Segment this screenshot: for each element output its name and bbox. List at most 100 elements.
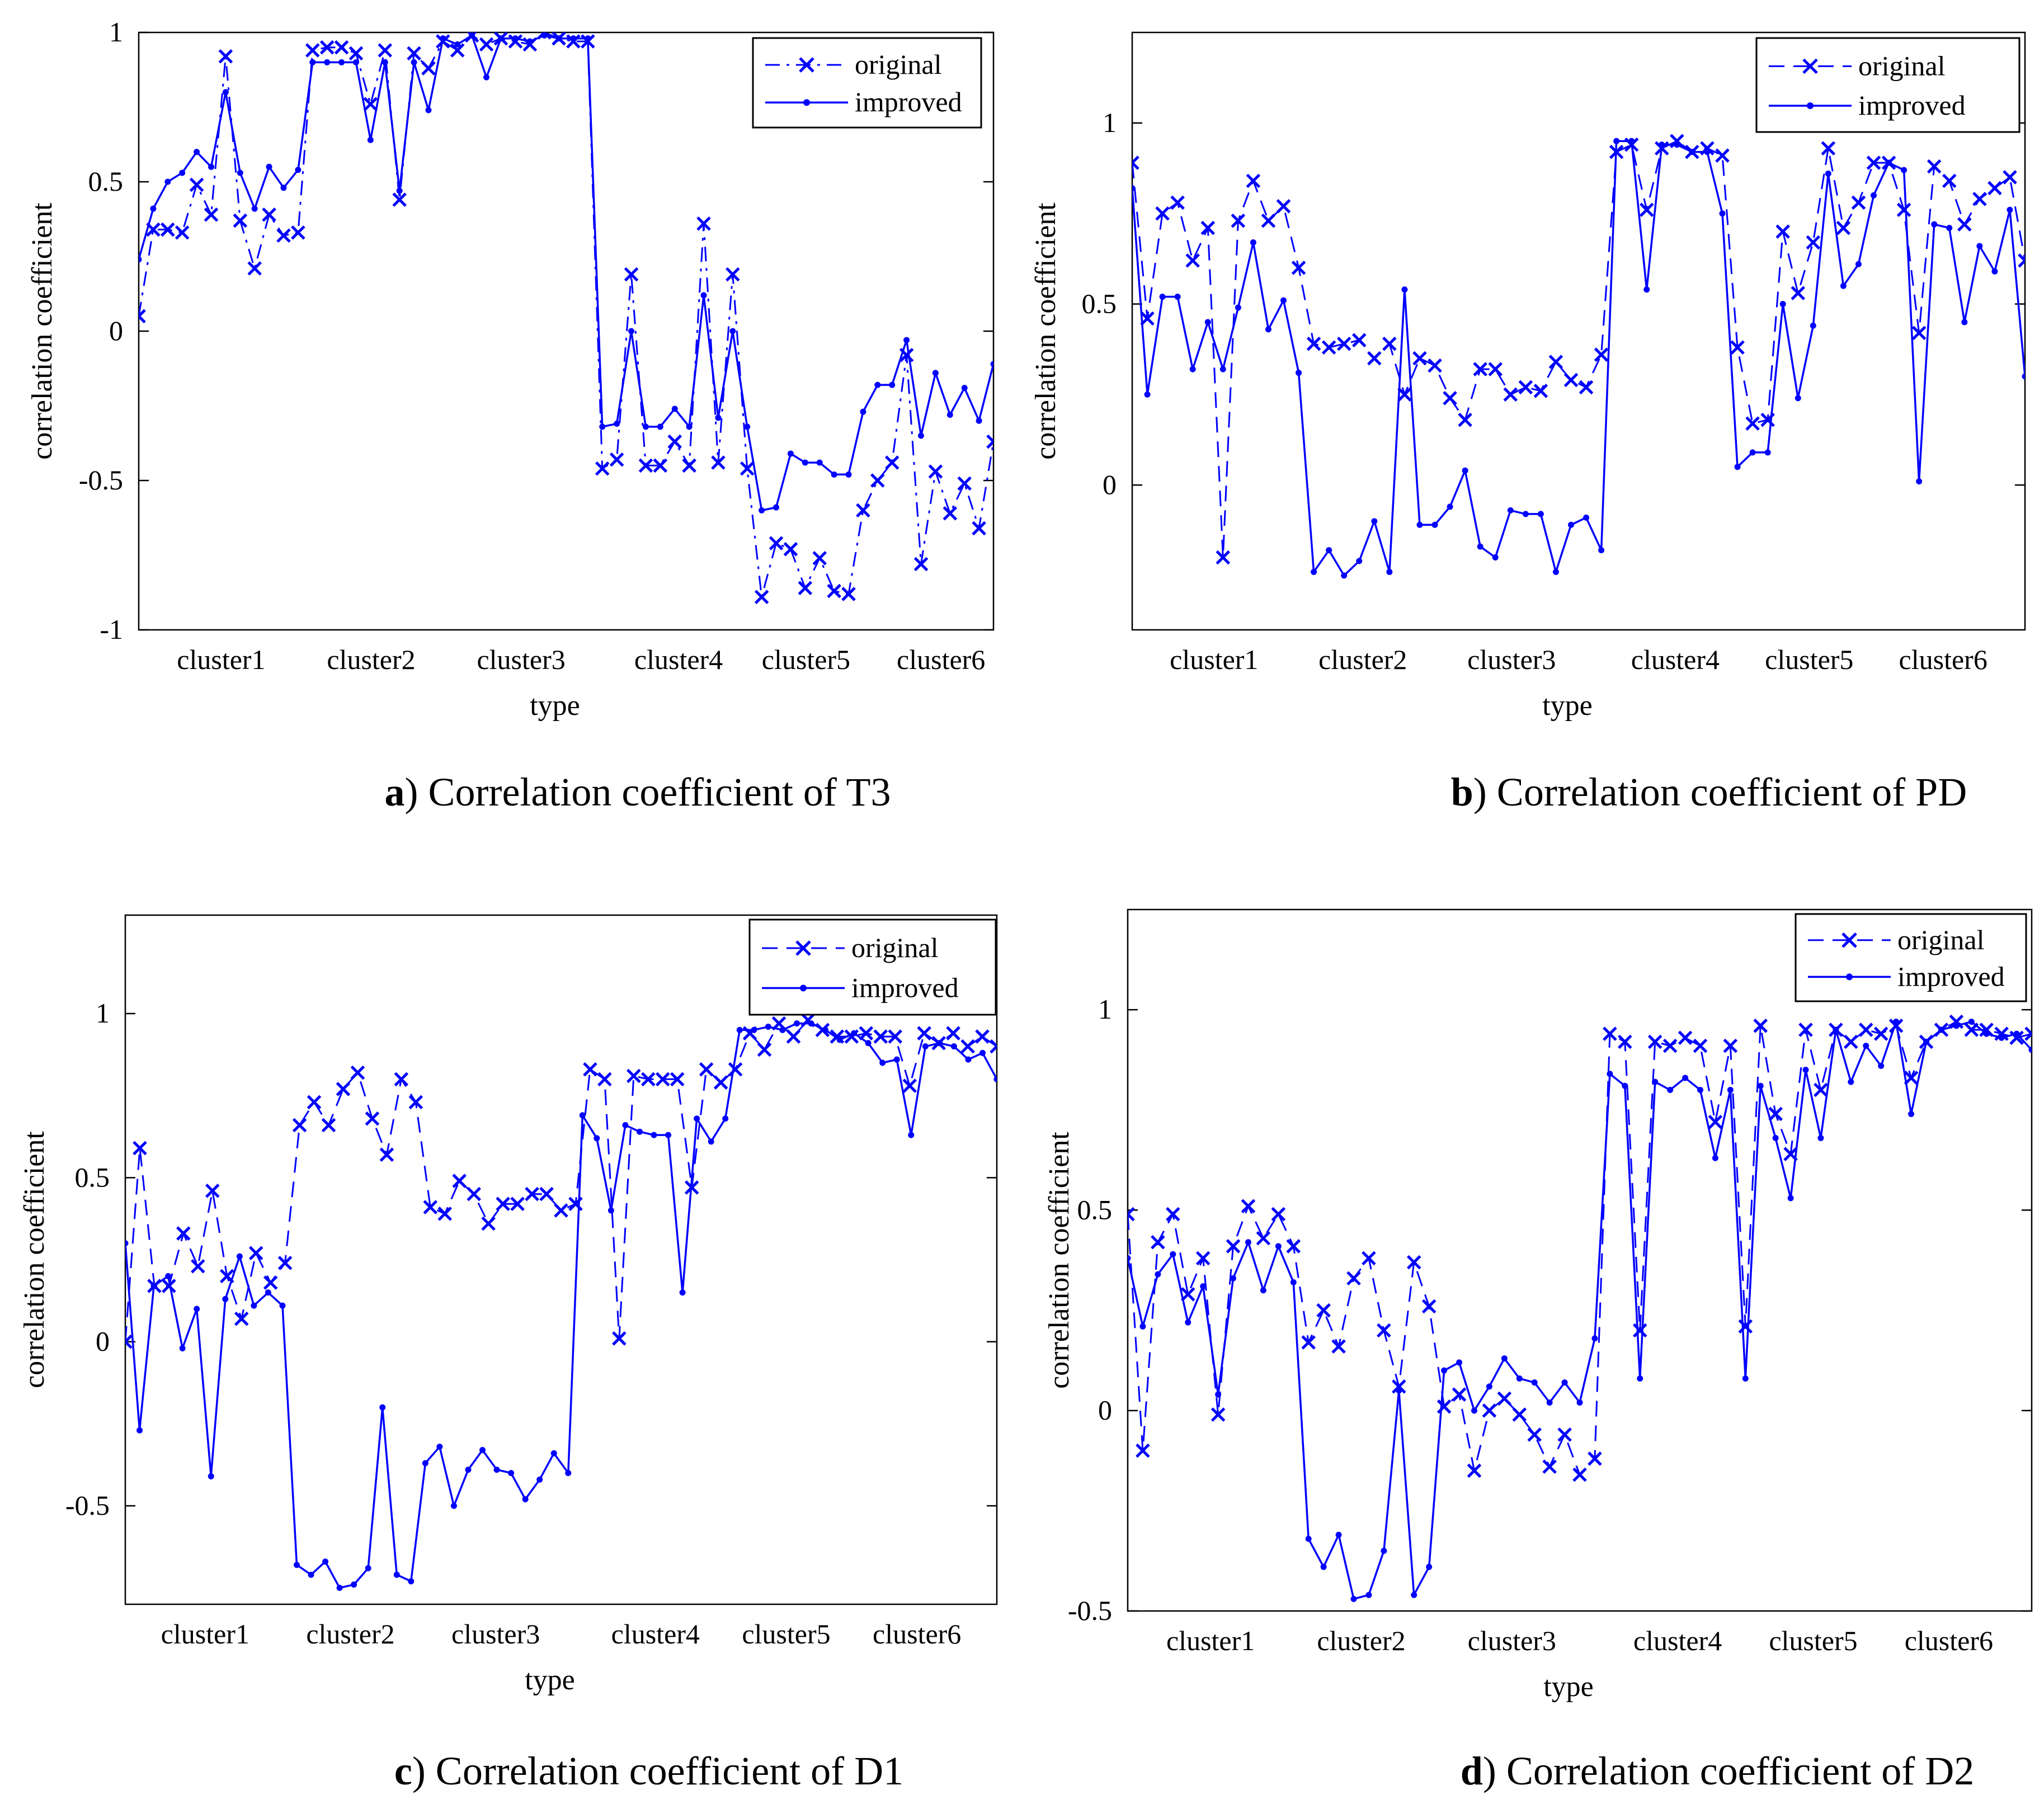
original-point-marker <box>754 590 769 605</box>
improved-point-marker <box>979 1049 986 1056</box>
original-point-marker <box>2003 170 2017 185</box>
improved-point-marker <box>744 423 751 430</box>
original-point-marker <box>1241 1199 1256 1214</box>
original-point-marker <box>1488 362 1503 376</box>
improved-point-marker <box>802 459 808 466</box>
improved-point-marker <box>1643 286 1650 293</box>
original-point-marker <box>1406 1255 1421 1270</box>
legend-original-label: original <box>855 49 942 80</box>
original-point-marker <box>248 1246 263 1261</box>
improved-point-marker <box>1719 210 1726 217</box>
original-point-marker <box>1745 416 1760 431</box>
improved-point-marker <box>961 384 968 391</box>
improved-point-marker <box>1507 507 1514 514</box>
improved-point-marker <box>208 163 214 170</box>
improved-point-marker <box>1305 1535 1312 1542</box>
improved-point-marker <box>1492 554 1499 561</box>
original-point-marker <box>1452 1387 1467 1402</box>
original-point-marker <box>1533 384 1548 398</box>
improved-point-marker <box>450 1502 457 1509</box>
improved-point-marker <box>1613 138 1620 144</box>
improved-point-marker <box>1607 1071 1613 1077</box>
original-point-marker <box>957 476 972 491</box>
improved-point-marker <box>165 1273 172 1279</box>
improved-point-marker <box>1637 1375 1643 1382</box>
improved-point-marker <box>1185 1319 1191 1326</box>
improved-point-marker <box>1622 1082 1628 1089</box>
improved-point-marker <box>1381 1548 1387 1554</box>
original-point-marker <box>757 1042 772 1057</box>
x-category-label: cluster3 <box>451 1618 540 1650</box>
original-point-marker <box>247 261 262 276</box>
improved-point-marker <box>708 1138 714 1145</box>
original-point-marker <box>1316 1303 1331 1318</box>
improved-point-marker <box>700 292 707 299</box>
original-point-marker <box>1412 351 1427 366</box>
improved-point-marker <box>936 1040 943 1047</box>
improved-point-marker <box>1878 1062 1885 1069</box>
original-point-marker <box>1367 351 1382 366</box>
original-point-marker <box>191 1259 205 1274</box>
original-point-marker <box>972 521 986 536</box>
improved-point-marker <box>508 1469 515 1476</box>
original-point-marker <box>841 587 856 601</box>
caption-letter: a <box>384 770 404 814</box>
improved-point-marker <box>976 417 982 424</box>
original-point-marker <box>917 1026 931 1040</box>
original-point-marker <box>583 1062 597 1077</box>
improved-point-marker <box>336 1585 343 1591</box>
x-category-label: cluster5 <box>1765 644 1853 675</box>
improved-point-marker <box>1486 1383 1492 1390</box>
y-tick-label: 0 <box>96 1326 110 1357</box>
original-point-marker <box>1246 173 1261 189</box>
original-point-marker <box>1957 217 1972 232</box>
improved-point-marker <box>1667 1086 1674 1093</box>
y-tick-label: 0 <box>1103 469 1117 500</box>
improved-point-marker <box>469 32 475 39</box>
legend: original improved <box>748 918 997 1016</box>
improved-point-marker <box>454 41 461 48</box>
improved-point-marker <box>1976 243 1983 249</box>
original-point-marker <box>1286 1239 1301 1254</box>
caption-text: ) Correlation coefficient of T3 <box>404 770 891 814</box>
original-point-marker <box>728 1062 743 1077</box>
y-tick-label: 0 <box>1098 1395 1112 1426</box>
original-point-marker <box>638 458 653 473</box>
improved-point-marker <box>1531 1379 1538 1386</box>
original-point-marker <box>726 267 740 282</box>
y-tick-label: 0.5 <box>1077 1194 1113 1225</box>
improved-point-marker <box>1320 1563 1327 1570</box>
improved-point-marker <box>237 169 243 176</box>
original-point-marker <box>1866 156 1881 170</box>
improved-point-marker <box>836 1037 843 1043</box>
improved-point-marker <box>1516 1375 1523 1382</box>
improved-point-marker <box>1855 261 1862 267</box>
improved-point-marker <box>1576 1399 1583 1406</box>
original-point-marker <box>986 434 993 449</box>
improved-point-marker <box>493 1466 500 1473</box>
original-point-marker <box>1563 373 1579 388</box>
improved-point-marker <box>351 1581 357 1588</box>
original-point-marker <box>1518 380 1533 395</box>
improved-point-marker <box>628 328 635 335</box>
original-point-marker <box>1806 235 1821 250</box>
improved-point-marker <box>1901 167 1908 173</box>
original-point-marker <box>176 1226 191 1241</box>
series-improved-line <box>1128 1020 2032 1600</box>
improved-point-marker <box>1537 511 1544 517</box>
improved-point-marker <box>1456 1359 1463 1366</box>
series-improved-line <box>1132 140 2025 577</box>
improved-point-marker <box>1326 547 1332 554</box>
legend-original-label: original <box>1897 924 1985 955</box>
improved-point-marker <box>1749 449 1756 456</box>
original-point-marker <box>975 1029 990 1044</box>
plot-series-group <box>1132 134 2025 579</box>
caption-text: ) Correlation coefficient of D1 <box>412 1749 903 1793</box>
improved-point-marker <box>1628 138 1635 144</box>
improved-point-marker <box>222 1295 229 1302</box>
improved-point-marker <box>522 1496 529 1502</box>
improved-point-marker <box>1931 221 1938 228</box>
improved-point-marker <box>396 187 403 194</box>
improved-point-marker <box>879 1059 886 1066</box>
